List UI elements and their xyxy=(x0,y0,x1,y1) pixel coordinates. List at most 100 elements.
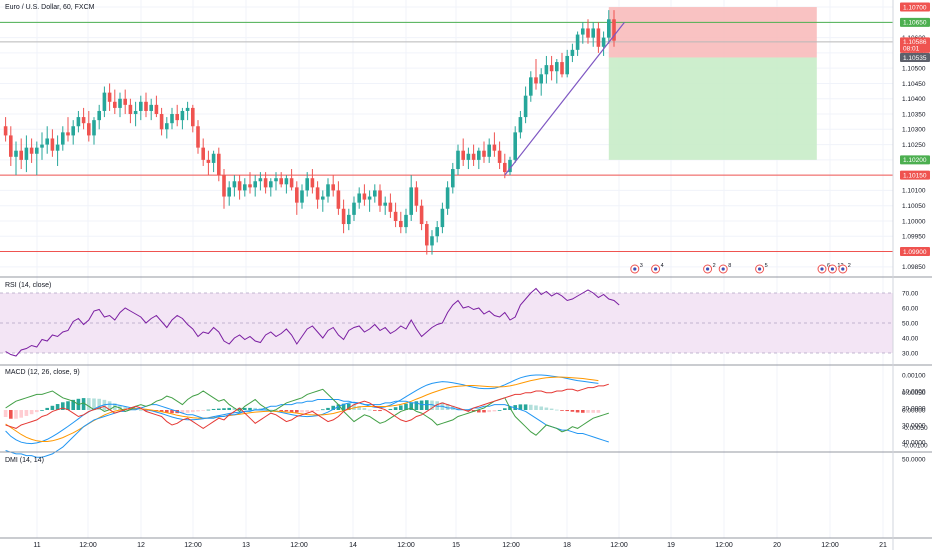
candle-body xyxy=(373,190,377,197)
candle-body xyxy=(612,19,616,41)
candle-body xyxy=(331,184,335,191)
signal-line xyxy=(5,376,599,442)
candle-body xyxy=(409,187,413,215)
candle-body xyxy=(24,147,29,160)
macd-histogram-bar xyxy=(279,410,283,412)
time-tick-label: 15 xyxy=(452,542,460,549)
macd-histogram-bar xyxy=(487,410,491,413)
macd-tick-label: 0.00100 xyxy=(902,372,926,379)
macd-tick-label: 0.00050 xyxy=(902,390,926,397)
candle-body xyxy=(81,117,86,124)
macd-histogram-bar xyxy=(430,400,434,410)
time-axis[interactable]: 11 12:00 12 12:00 13 12:00 14 12:00 15 12:00 18 12:… xyxy=(33,542,887,549)
macd-histogram-bar xyxy=(388,408,393,410)
candle-body xyxy=(97,110,101,121)
macd-histogram-bar xyxy=(295,410,299,413)
event-count: 3 xyxy=(640,263,643,269)
time-tick-label: 12:00 xyxy=(502,542,520,549)
candle-body xyxy=(565,55,569,75)
candle-body xyxy=(477,150,481,160)
candle-body xyxy=(388,202,393,212)
position-tool[interactable] xyxy=(608,7,817,160)
macd-histogram-bar xyxy=(206,409,211,411)
macd-histogram-bar xyxy=(305,410,309,413)
macd-histogram-bar xyxy=(55,404,60,410)
macd-histogram-bar xyxy=(269,409,273,411)
macd-histogram-bar xyxy=(575,410,580,413)
candle-body xyxy=(404,214,408,228)
candle-body xyxy=(544,65,549,75)
event-flag-dot xyxy=(654,267,658,271)
macd-histogram-bar xyxy=(9,410,13,419)
candle-body xyxy=(222,175,226,197)
macd-histogram-bar xyxy=(274,410,278,411)
trend-line[interactable] xyxy=(504,21,625,176)
candle-body xyxy=(61,132,65,145)
macd-histogram-bar xyxy=(565,410,569,412)
macd-histogram-bar xyxy=(123,407,127,410)
macd-histogram-bar xyxy=(477,410,481,413)
price-tag xyxy=(900,2,930,12)
horizontal-lines[interactable] xyxy=(0,21,893,253)
macd-histogram-bar xyxy=(560,410,564,411)
macd-tick-label: 0.00000 xyxy=(902,407,926,414)
macd-histogram-bar xyxy=(144,410,148,411)
macd-histogram-bar xyxy=(237,407,242,410)
candle-body xyxy=(570,49,575,56)
macd-histogram-bar xyxy=(227,407,231,410)
event-flag-dot xyxy=(820,267,824,271)
macd-histogram-bar xyxy=(139,410,143,411)
candle-body xyxy=(66,132,70,136)
dmi-tick-label: 20.0000 xyxy=(902,405,926,412)
di-plus-line xyxy=(5,388,609,436)
candle-body xyxy=(300,190,304,203)
rsi-tick-label: 50.00 xyxy=(902,320,919,327)
macd-histogram-bar xyxy=(217,408,221,410)
macd-histogram-bar xyxy=(248,407,252,410)
price-tick-label: 1.10500 xyxy=(902,65,926,72)
candle-body xyxy=(139,101,143,111)
event-flag-dot xyxy=(830,267,835,271)
price-axis[interactable]: 1.107001.106501.106001.105501.105001.104… xyxy=(902,4,928,463)
candle-body xyxy=(357,193,361,203)
candle-body xyxy=(503,162,507,173)
candle-body xyxy=(113,101,117,108)
price-tag xyxy=(900,17,930,27)
time-tick-label: 12:00 xyxy=(715,542,733,549)
price-tick-label: 1.09950 xyxy=(902,234,926,241)
macd-histogram-bar xyxy=(523,404,528,410)
macd-histogram-bar xyxy=(50,405,55,410)
event-flag-dot xyxy=(633,267,637,271)
macd-histogram-bar xyxy=(107,401,112,410)
time-tick-label: 12:00 xyxy=(290,542,308,549)
candle-body xyxy=(575,34,580,50)
candle-body xyxy=(295,187,299,203)
candle-body xyxy=(326,184,330,197)
macd-histogram-bar xyxy=(357,406,361,410)
rsi-title: RSI (14, close) xyxy=(5,282,51,289)
time-tick-label: 12:00 xyxy=(610,542,628,549)
dmi-tick-label: 40.0000 xyxy=(902,439,926,446)
candle-body xyxy=(352,202,356,215)
candle-body xyxy=(607,19,611,38)
macd-histogram-bar xyxy=(341,403,346,410)
dmi-tick-label: 50.0000 xyxy=(902,456,926,463)
macd-histogram-bar xyxy=(435,401,439,410)
macd-histogram-bar xyxy=(196,410,200,412)
macd-histogram-bar xyxy=(159,410,164,412)
event-markers[interactable]: 342856122 xyxy=(630,263,851,274)
price-tag xyxy=(900,43,930,53)
price-tick-label: 1.10000 xyxy=(902,218,926,225)
price-tag-label: 1.10200 xyxy=(903,157,927,164)
time-tick-label: 12:00 xyxy=(184,542,202,549)
price-tick-label: 1.10400 xyxy=(902,96,926,103)
macd-histogram-bar xyxy=(336,404,341,410)
event-flag-dot xyxy=(721,267,725,271)
price-tick-label: 1.10250 xyxy=(902,142,926,149)
rsi-tick-label: 70.00 xyxy=(902,290,919,297)
candle-body xyxy=(185,107,190,111)
candle-body xyxy=(40,144,44,148)
candle-body xyxy=(118,98,122,108)
